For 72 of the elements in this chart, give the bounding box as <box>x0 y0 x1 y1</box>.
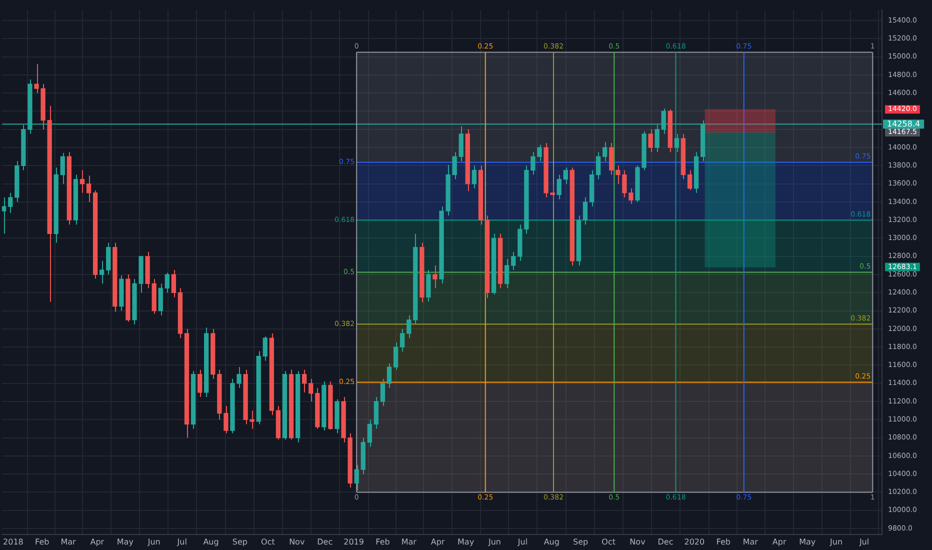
candlestick <box>100 260 104 284</box>
ref-line-label: 14258.4 <box>887 120 920 129</box>
candlestick <box>596 152 601 180</box>
x-tick-label: Sep <box>232 537 248 546</box>
candlestick <box>582 196 588 226</box>
candlestick <box>8 192 13 214</box>
x-tick-label: Nov <box>289 537 305 546</box>
x-tick-label: 2020 <box>684 537 705 546</box>
candlestick <box>386 362 392 388</box>
x-tick-label: Apr <box>430 537 446 546</box>
candlestick <box>367 419 372 448</box>
candlestick <box>400 328 405 352</box>
x-tick-label: Aug <box>203 537 219 546</box>
candlestick <box>354 464 359 491</box>
candlestick <box>250 410 254 430</box>
candlestick <box>602 142 608 162</box>
candlestick <box>563 166 568 184</box>
candlestick <box>393 342 398 370</box>
x-tick-label: May <box>116 537 134 546</box>
candlestick <box>648 128 653 153</box>
candlestick <box>60 152 65 184</box>
candlestick <box>674 133 680 153</box>
candlestick <box>158 283 163 316</box>
x-tick-label: Jun <box>487 537 501 546</box>
x-tick-label: Feb <box>35 537 50 546</box>
x-tick-label: Apr <box>772 537 787 546</box>
x-tick-label: May <box>799 537 816 546</box>
x-tick-label: Jun <box>829 537 843 546</box>
x-tick-label: Apr <box>90 537 105 546</box>
candlestick <box>556 174 562 200</box>
candlestick <box>380 378 386 407</box>
candlestick <box>164 272 170 294</box>
candlestick <box>504 258 510 289</box>
candlestick <box>302 369 307 393</box>
candlestick <box>197 369 202 398</box>
candlestick <box>452 152 457 180</box>
x-tick-label: Jul <box>516 537 528 546</box>
candlestick <box>262 336 268 362</box>
candlestick <box>511 251 516 270</box>
x-tick-label: Jul <box>858 537 870 546</box>
candlestick <box>308 378 314 402</box>
candlestick <box>472 165 477 189</box>
x-tick-label: Mar <box>60 537 76 546</box>
x-tick-label: 2019 <box>344 537 364 546</box>
x-tick-label: Oct <box>602 537 616 546</box>
x-tick-label: Mar <box>401 537 418 546</box>
x-tick-label: Mar <box>742 537 759 546</box>
candlestick <box>616 165 620 184</box>
x-tick-label: May <box>458 537 474 546</box>
x-tick-label: Nov <box>630 537 646 546</box>
x-tick-label: 2018 <box>3 537 24 546</box>
candlestick <box>406 314 412 339</box>
x-tick-label: Dec <box>317 537 333 546</box>
candlestick <box>432 264 438 289</box>
candlestick <box>2 196 6 234</box>
x-tick-label: Oct <box>261 537 275 546</box>
x-tick-label: Jul <box>176 537 187 546</box>
candlestick <box>80 170 85 194</box>
candlestick <box>609 142 614 176</box>
candlestick <box>426 269 431 302</box>
candlestick <box>106 242 111 276</box>
x-tick-label: Feb <box>376 537 390 546</box>
candlestick <box>224 406 228 434</box>
candlestick <box>171 269 176 298</box>
candlestick <box>374 396 379 430</box>
x-tick-label: Aug <box>544 537 560 546</box>
x-tick-label: Feb <box>716 537 730 546</box>
x-tick-label: Dec <box>658 537 674 546</box>
x-tick-label: Sep <box>573 537 588 546</box>
x-tick-label: Jun <box>146 537 160 546</box>
candlestick <box>86 175 92 202</box>
candlestick <box>687 170 692 191</box>
